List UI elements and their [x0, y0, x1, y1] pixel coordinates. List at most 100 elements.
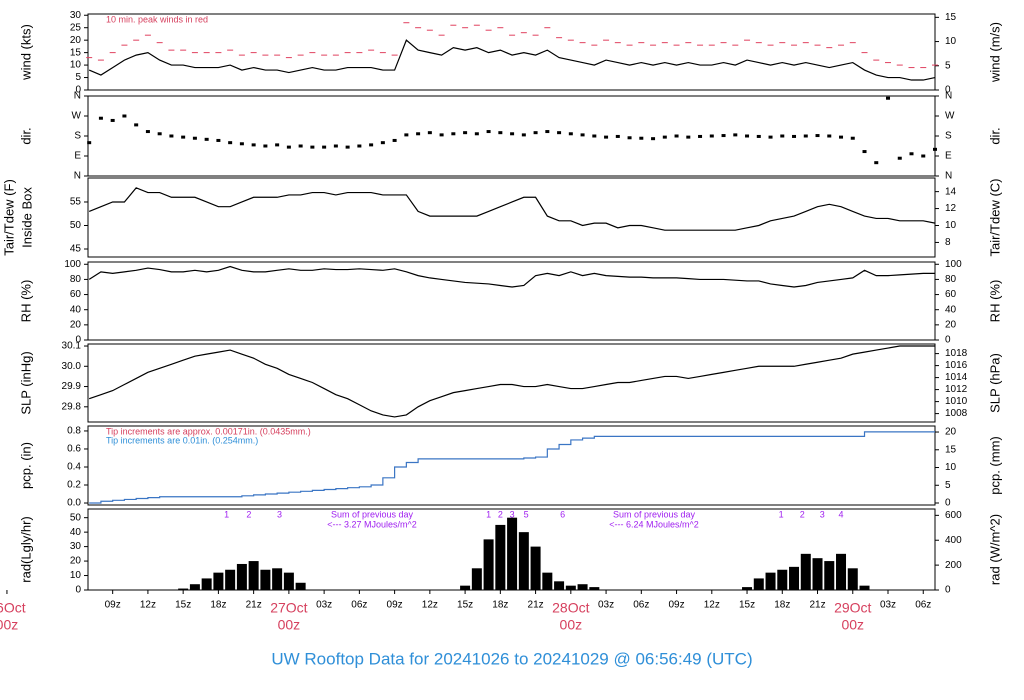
y2-tick-label: E	[945, 151, 952, 162]
x-tick-label: 06z	[915, 600, 931, 611]
y-tick-label: 20	[70, 319, 82, 330]
dir-point	[463, 131, 468, 135]
y-tick-label: 0.8	[67, 426, 81, 437]
date-label: 28Oct	[552, 600, 589, 616]
dir-point	[756, 134, 761, 138]
dir-point	[192, 136, 197, 140]
bar	[742, 587, 753, 590]
y2-tick-label: 0	[945, 585, 951, 596]
dir-point	[263, 144, 268, 148]
bar	[471, 568, 482, 590]
x-tick-label: 03z	[598, 600, 614, 611]
dir-point	[310, 145, 315, 149]
y2-tick-label: 10	[945, 220, 957, 231]
bar	[859, 585, 870, 590]
y2-tick-label: 14	[945, 186, 957, 197]
dir-point	[792, 134, 797, 138]
y-tick-label: 30.0	[62, 361, 82, 372]
dir-point	[181, 135, 186, 139]
dir-point	[110, 118, 115, 122]
y-tick-label: 100	[64, 259, 81, 270]
y-axis-label: rad(Lgly/hr)	[18, 516, 33, 582]
dir-point	[874, 161, 879, 165]
bar	[589, 587, 600, 590]
dir-point	[592, 134, 597, 138]
dir-point	[87, 141, 92, 145]
y-tick-label: 30.1	[62, 341, 82, 352]
x-tick-label: 21z	[246, 600, 262, 611]
y2-tick-label: 400	[945, 535, 962, 546]
dir-point	[557, 131, 562, 135]
dir-point	[498, 131, 503, 135]
bar	[542, 572, 553, 590]
y-tick-label: 0	[75, 585, 81, 596]
dir-point	[392, 138, 397, 142]
dir-point	[251, 143, 256, 147]
y2-tick-label: 80	[945, 274, 957, 285]
y-tick-label: 55	[70, 197, 82, 208]
bar	[460, 585, 471, 590]
dir-point	[780, 134, 785, 138]
y-tick-label: 29.8	[62, 401, 82, 412]
y-tick-label: 20	[70, 35, 82, 46]
dir-point	[98, 116, 103, 120]
day-sum: <--- 6.24 MJoules/m^2	[609, 519, 699, 529]
day-sum: <--- 3.27 MJoules/m^2	[327, 519, 417, 529]
y-tick-label: 5	[75, 72, 81, 83]
dir-point	[533, 131, 538, 135]
y-tick-label: 40	[70, 527, 82, 538]
bar	[777, 569, 788, 590]
y2-tick-label: 5	[945, 60, 951, 71]
x-tick-label: 03z	[880, 600, 896, 611]
series-line	[88, 39, 936, 81]
x-tick-label: 21z	[528, 600, 544, 611]
marker-label: 1	[224, 509, 229, 519]
y-axis-label: wind (kts)	[18, 24, 33, 81]
y2-axis-label: pcp. (mm)	[987, 436, 1002, 495]
dir-point	[686, 135, 691, 139]
y2-tick-label: 0	[945, 85, 951, 96]
y-tick-label: 30	[70, 541, 82, 552]
dir-point	[604, 135, 609, 139]
bar	[495, 524, 506, 590]
bar	[765, 572, 776, 590]
y2-tick-label: S	[945, 131, 952, 142]
date-label: 27Oct	[270, 600, 307, 616]
dir-point	[228, 141, 233, 145]
y-tick-label: 0.4	[67, 462, 81, 473]
dir-point	[921, 154, 926, 158]
y2-tick-label: 1018	[945, 348, 968, 359]
dir-point	[862, 150, 867, 154]
dir-point	[768, 135, 773, 139]
marker-label: 2	[498, 509, 503, 519]
dir-point	[486, 130, 491, 134]
bar	[236, 563, 247, 590]
bar	[518, 532, 529, 590]
y-tick-label: N	[74, 171, 81, 182]
bar	[283, 572, 294, 590]
y2-tick-label: 1008	[945, 408, 968, 419]
series-line	[88, 345, 935, 418]
dir-point	[357, 144, 362, 148]
y-tick-label: W	[72, 111, 82, 122]
dir-point	[698, 134, 703, 138]
y2-tick-label: 600	[945, 510, 962, 521]
y-axis-label: dir.	[18, 127, 33, 144]
dir-point	[122, 114, 127, 118]
y-axis-label: Tair/Tdew (F)	[1, 179, 16, 256]
y2-tick-label: 10	[945, 36, 957, 47]
bar	[847, 568, 858, 590]
bar	[824, 561, 835, 590]
x-tick-label: 18z	[774, 600, 790, 611]
dir-point	[169, 134, 174, 138]
y2-tick-label: 200	[945, 560, 962, 571]
dir-point	[639, 136, 644, 140]
dir-point	[298, 144, 303, 148]
dir-point	[709, 134, 714, 138]
dir-point	[521, 133, 526, 137]
x-tick-label: 06z	[633, 600, 649, 611]
bar	[189, 584, 200, 590]
y2-axis-label: dir.	[987, 127, 1002, 144]
x-tick-label: 09z	[387, 600, 403, 611]
